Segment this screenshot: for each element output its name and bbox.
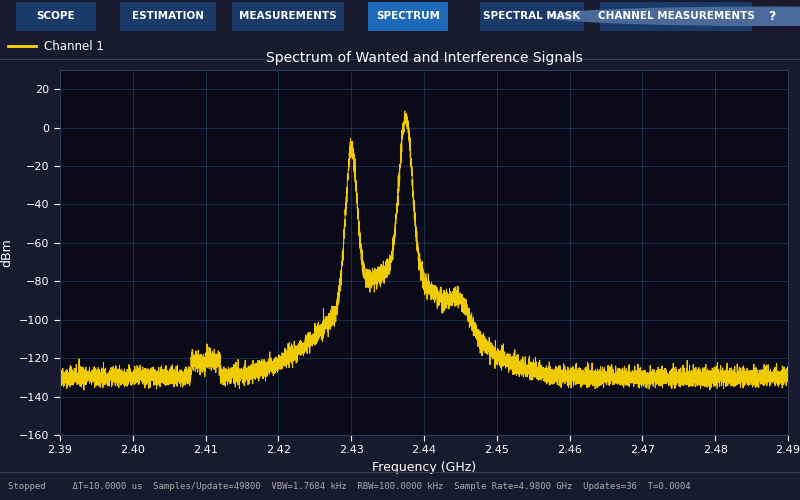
FancyBboxPatch shape xyxy=(16,2,96,31)
X-axis label: Frequency (GHz): Frequency (GHz) xyxy=(372,461,476,474)
FancyBboxPatch shape xyxy=(232,2,344,31)
Text: SPECTRUM: SPECTRUM xyxy=(376,11,440,21)
Text: ESTIMATION: ESTIMATION xyxy=(132,11,204,21)
FancyBboxPatch shape xyxy=(600,2,752,31)
Text: Stopped     ΔT=10.0000 us  Samples/Update=49800  VBW=1.7684 kHz  RBW=100.0000 kH: Stopped ΔT=10.0000 us Samples/Update=498… xyxy=(8,482,690,491)
Text: SCOPE: SCOPE xyxy=(37,11,75,21)
Text: MEASUREMENTS: MEASUREMENTS xyxy=(239,11,337,21)
FancyBboxPatch shape xyxy=(480,2,584,31)
Text: CHANNEL MEASUREMENTS: CHANNEL MEASUREMENTS xyxy=(598,11,754,21)
FancyBboxPatch shape xyxy=(120,2,216,31)
Text: Channel 1: Channel 1 xyxy=(44,40,104,52)
Text: SPECTRAL MASK: SPECTRAL MASK xyxy=(483,11,581,21)
Y-axis label: dBm: dBm xyxy=(1,238,14,267)
FancyBboxPatch shape xyxy=(368,2,448,31)
Title: Spectrum of Wanted and Interference Signals: Spectrum of Wanted and Interference Sign… xyxy=(266,50,582,64)
Circle shape xyxy=(548,7,800,26)
Text: ?: ? xyxy=(768,10,776,22)
